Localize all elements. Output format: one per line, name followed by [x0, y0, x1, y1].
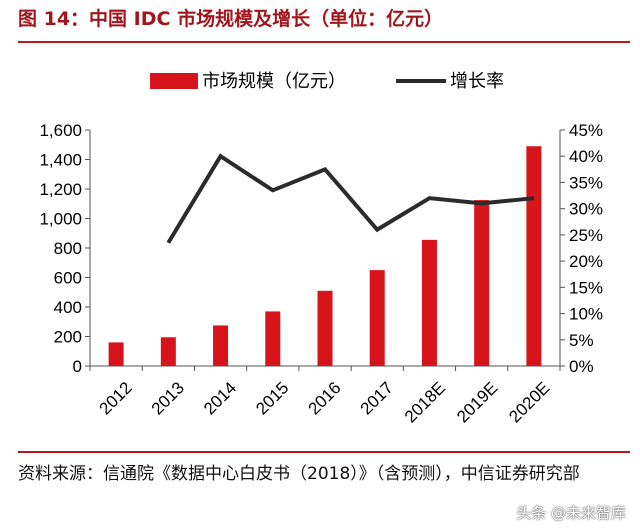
x-tick-label: 2017 — [357, 378, 397, 418]
figure-title: 图 14：中国 IDC 市场规模及增长（单位：亿元） — [18, 8, 444, 30]
right-tick-label: 45% — [569, 121, 603, 140]
bar-2015 — [265, 311, 281, 366]
legend-label-line: 增长率 — [450, 71, 504, 91]
legend-label-bar: 市场规模（亿元） — [202, 71, 346, 91]
left-tick-label: 200 — [54, 328, 82, 347]
x-tick-label: 2019E — [453, 378, 501, 426]
bar-2017 — [369, 270, 385, 366]
line-series — [166, 153, 535, 244]
right-tick-label: 15% — [569, 278, 603, 297]
x-tick-label: 2020E — [505, 378, 553, 426]
bar-2016 — [317, 290, 333, 366]
right-tick-label: 20% — [569, 252, 603, 271]
title-divider — [18, 41, 630, 43]
bar-series — [108, 146, 542, 366]
right-tick-label: 0% — [569, 357, 594, 376]
x-axis: 2012 2013 2014 2015 2016 2017 2018E 2019E 2020E — [89, 365, 561, 426]
bar-2013 — [160, 337, 176, 366]
source-divider — [18, 451, 630, 453]
left-tick-label: 400 — [54, 298, 82, 317]
x-tick-label: 2016 — [304, 378, 344, 418]
right-tick-label: 10% — [569, 305, 603, 324]
right-y-axis: 0% 5% 10% 15% 20% 25% 30% 35% 40% 45% — [559, 121, 603, 376]
left-tick-label: 800 — [54, 239, 82, 258]
right-tick-label: 5% — [569, 331, 594, 350]
growth-rate-line — [166, 153, 535, 244]
chart-legend: 市场规模（亿元） 增长率 — [150, 71, 504, 91]
left-tick-label: 0 — [73, 357, 82, 376]
right-tick-label: 35% — [569, 173, 603, 192]
left-y-axis: 0 200 400 600 800 1,000 1,200 1,400 1,600 — [39, 121, 91, 376]
left-tick-label: 1,000 — [39, 210, 82, 229]
left-tick-label: 600 — [54, 269, 82, 288]
left-tick-label: 1,400 — [39, 151, 82, 170]
x-tick-label: 2014 — [200, 378, 240, 418]
x-tick-label: 2015 — [252, 378, 292, 418]
right-tick-label: 40% — [569, 147, 603, 166]
bar-2014 — [213, 325, 229, 366]
left-tick-label: 1,600 — [39, 121, 82, 140]
x-tick-label: 2012 — [96, 378, 136, 418]
legend-swatch-bar — [150, 73, 198, 89]
bar-2018E — [421, 239, 437, 366]
bar-2012 — [108, 342, 124, 366]
watermark: 头条 @未来智库 — [516, 504, 626, 522]
x-tick-label: 2018E — [401, 378, 449, 426]
left-tick-label: 1,200 — [39, 180, 82, 199]
bar-2019E — [474, 200, 490, 366]
chart: 市场规模（亿元） 增长率 0 200 400 600 800 1,000 1,200 1,400… — [39, 71, 603, 426]
source-note: 资料来源：信通院《数据中心白皮书（2018）》（含预测），中信证券研究部 — [18, 464, 580, 484]
bar-2020E — [526, 146, 542, 366]
right-tick-label: 25% — [569, 226, 603, 245]
right-tick-label: 30% — [569, 200, 603, 219]
x-tick-label: 2013 — [148, 378, 188, 418]
